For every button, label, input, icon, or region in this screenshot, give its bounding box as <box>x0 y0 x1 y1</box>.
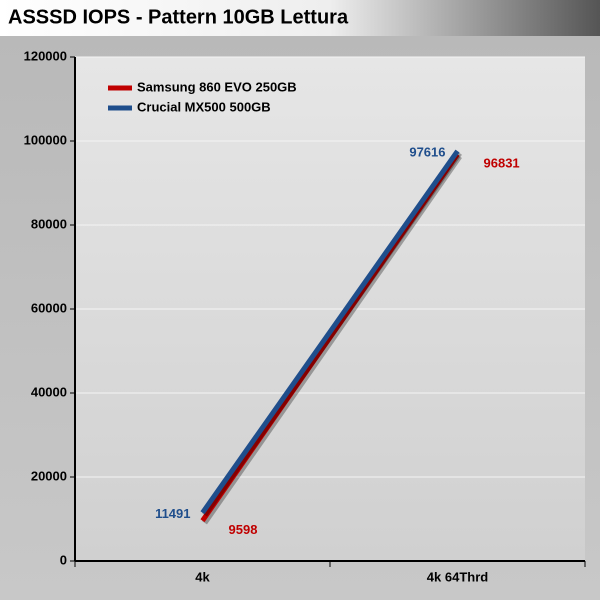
legend-label: Samsung 860 EVO 250GB <box>137 79 297 94</box>
y-tick-label: 60000 <box>31 300 67 315</box>
y-tick-label: 40000 <box>31 384 67 399</box>
x-tick-label: 4k <box>195 569 210 584</box>
y-tick-label: 20000 <box>31 468 67 483</box>
line-shadow <box>202 154 462 525</box>
y-tick-label: 0 <box>60 552 67 567</box>
y-tick-label: 80000 <box>31 216 67 231</box>
x-tick-label: 4k 64Thrd <box>427 569 488 584</box>
chart-title: ASSSD IOPS - Pattern 10GB Lettura <box>8 6 349 28</box>
line-shadow <box>202 151 462 517</box>
data-label: 96831 <box>484 156 520 171</box>
title-bar <box>0 0 600 36</box>
legend-label: Crucial MX500 500GB <box>137 99 271 114</box>
data-label: 9598 <box>229 522 258 537</box>
y-tick-label: 100000 <box>24 132 67 147</box>
data-label: 97616 <box>409 144 445 159</box>
series-line <box>200 149 460 515</box>
y-tick-label: 120000 <box>24 48 67 63</box>
data-label: 11491 <box>155 506 190 521</box>
